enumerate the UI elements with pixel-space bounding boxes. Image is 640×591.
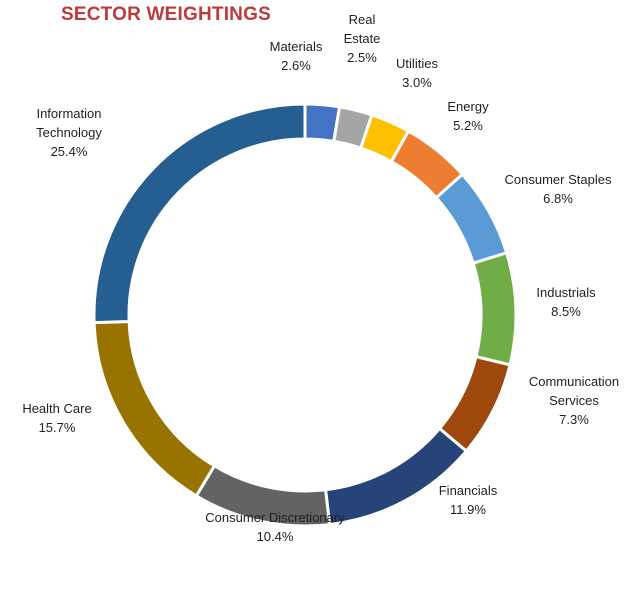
category-label: Industrials [536,285,596,300]
value-label: 6.8% [543,191,573,206]
category-label: Consumer Discretionary [205,510,345,525]
category-label: Estate [344,31,381,46]
label-consumer-staples: Consumer Staples 6.8% [505,172,612,206]
label-industrials: Industrials 8.5% [536,285,596,319]
category-label: Utilities [396,56,438,71]
label-health-care: Health Care 15.7% [22,401,91,435]
value-label: 7.3% [559,412,589,427]
category-label: Communication [529,374,619,389]
slice-industrials [471,250,518,367]
slice-financials [323,426,469,527]
label-energy: Energy 5.2% [447,99,489,133]
label-financials: Financials 11.9% [439,483,498,517]
slice-information-technology [92,102,307,325]
category-label: Financials [439,483,498,498]
category-label: Energy [447,99,489,114]
value-label: 2.6% [281,58,311,73]
value-label: 8.5% [551,304,581,319]
value-label: 10.4% [257,529,294,544]
label-consumer-discretionary: Consumer Discretionary 10.4% [205,510,345,544]
value-label: 2.5% [347,50,377,65]
category-label: Technology [36,125,102,140]
category-label: Services [549,393,599,408]
category-label: Information [36,106,101,121]
category-label: Real [349,12,376,27]
category-label: Health Care [22,401,91,416]
label-communication-services: Communication Services 7.3% [529,374,619,427]
label-real-estate: Real Estate 2.5% [344,12,381,65]
chart-title: SECTOR WEIGHTINGS [61,4,271,25]
value-label: 11.9% [450,502,486,517]
category-label: Materials [270,39,323,54]
value-label: 15.7% [39,420,76,435]
label-utilities: Utilities 3.0% [396,56,438,90]
label-information-technology: Information Technology 25.4% [36,106,102,159]
value-label: 3.0% [402,75,432,90]
value-label: 5.2% [453,118,483,133]
label-materials: Materials 2.6% [270,39,323,73]
slice-consumer-staples [434,172,509,266]
slice-health-care [92,319,217,498]
value-label: 25.4% [51,144,88,159]
category-label: Consumer Staples [505,172,612,187]
